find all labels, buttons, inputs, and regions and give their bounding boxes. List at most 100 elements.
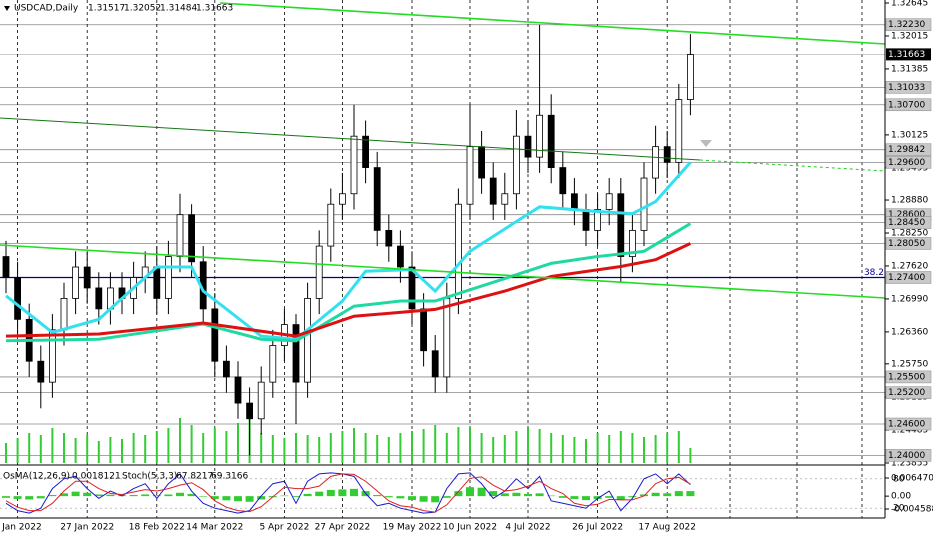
volume-bar xyxy=(585,439,587,463)
x-tick-label: 18 Feb 2022 xyxy=(129,523,185,533)
trend-line xyxy=(0,244,886,299)
osma-bar xyxy=(442,496,451,498)
candle-body xyxy=(559,167,567,195)
x-tick-label: 5 Apr 2022 xyxy=(259,523,309,533)
osma-bar xyxy=(48,495,57,497)
last-price-label: 1.31663 xyxy=(888,50,925,60)
volume-bar xyxy=(144,435,147,463)
candle-body xyxy=(362,135,370,168)
candle-body xyxy=(675,99,683,163)
y-tick-label: 1.24485 xyxy=(891,426,928,436)
candle-body xyxy=(164,256,172,299)
osma-bar xyxy=(152,495,161,497)
stoch-value: 69.3166 xyxy=(211,472,248,482)
candle-body xyxy=(501,193,509,205)
osma-bar xyxy=(326,489,335,497)
candle-body xyxy=(547,114,555,168)
osma-bar xyxy=(477,487,486,497)
volume-bar xyxy=(5,443,7,463)
quote: 1.31517 xyxy=(88,4,125,14)
candle-body xyxy=(571,193,578,210)
candle-body xyxy=(2,256,10,278)
osma-bar xyxy=(338,489,347,497)
volume-bar xyxy=(353,428,355,463)
candle-body xyxy=(37,360,45,383)
volume-bar xyxy=(74,438,77,463)
candle-body xyxy=(315,245,323,299)
level-label: 1.24600 xyxy=(888,420,925,430)
volume-bar xyxy=(329,433,332,463)
level-label: 1.29842 xyxy=(888,145,925,155)
volume-bar xyxy=(28,433,31,463)
osma-value: 0.0018121 xyxy=(72,472,121,482)
y-tick-label: 1.32015 xyxy=(891,31,928,41)
osma-bar xyxy=(36,496,45,499)
volume-bar xyxy=(341,431,344,463)
volume-bar xyxy=(364,433,367,463)
x-tick-label: 10 Jun 2022 xyxy=(443,523,497,533)
candle-body xyxy=(420,308,428,352)
volume-bar xyxy=(190,425,193,463)
candle-body xyxy=(663,146,671,163)
candle-body xyxy=(246,402,254,420)
level-label: 1.30700 xyxy=(888,100,925,110)
osma-bar xyxy=(25,496,34,500)
level-annotation: 38.2 xyxy=(864,268,884,278)
volume-bar xyxy=(503,435,506,463)
y-tick-label: 1.27620 xyxy=(891,261,928,271)
level-box xyxy=(885,237,932,250)
volume-bar xyxy=(469,428,471,463)
volume-bar xyxy=(167,428,170,463)
volume-bar xyxy=(608,435,611,463)
candle-body xyxy=(327,203,335,247)
osma-bar xyxy=(616,496,625,500)
stoch-title: Stoch(5,3,3) xyxy=(122,472,177,482)
osma-bar xyxy=(187,493,196,497)
volume-bar xyxy=(573,437,576,463)
osma-bar xyxy=(466,487,474,497)
volume-bar xyxy=(213,428,216,463)
y-tick-label: 1.23855 xyxy=(891,459,928,469)
menu-icon[interactable] xyxy=(4,6,10,11)
volume-bar xyxy=(39,435,42,463)
candle-body xyxy=(304,298,312,383)
level-label: 1.25200 xyxy=(888,388,925,398)
quote: 1.32052 xyxy=(124,4,161,14)
volume-bar xyxy=(596,433,599,463)
osma-bar xyxy=(280,495,289,497)
volume-bar xyxy=(654,435,657,463)
osma-bar xyxy=(454,491,463,497)
osma-bar xyxy=(384,496,393,498)
level-box xyxy=(885,216,932,229)
osma-bar xyxy=(605,496,614,498)
volume-bar xyxy=(538,429,541,463)
candle-body xyxy=(408,266,416,310)
y-tick-label: 1.28880 xyxy=(891,196,928,206)
level-label: 1.29600 xyxy=(888,158,925,168)
osma-bar xyxy=(408,496,416,501)
osma-bar xyxy=(222,496,231,501)
osma-bar xyxy=(674,491,683,497)
candle-body xyxy=(396,245,404,268)
y-tick-label: 1.26360 xyxy=(891,327,928,337)
moving-average xyxy=(5,161,692,341)
candle-body xyxy=(431,350,439,378)
osma-bar xyxy=(60,493,68,497)
candle-body xyxy=(188,214,196,263)
x-tick-label: 14 Mar 2022 xyxy=(186,523,243,533)
volume-bar xyxy=(550,433,553,463)
moving-average xyxy=(5,242,692,338)
candle-body xyxy=(687,54,694,100)
level-box xyxy=(885,156,932,169)
osma-bar xyxy=(210,496,219,499)
candle-body xyxy=(176,214,184,257)
osma-bar xyxy=(535,493,544,497)
plot xyxy=(2,24,695,514)
y2-tick-label: 80 xyxy=(893,474,905,484)
volume-bar xyxy=(689,448,692,463)
candle-body xyxy=(594,209,601,231)
candle-body xyxy=(373,167,381,231)
volume-bar xyxy=(527,427,529,463)
chart-title: USDCAD,Daily xyxy=(14,4,79,14)
volume-bar xyxy=(109,437,112,463)
